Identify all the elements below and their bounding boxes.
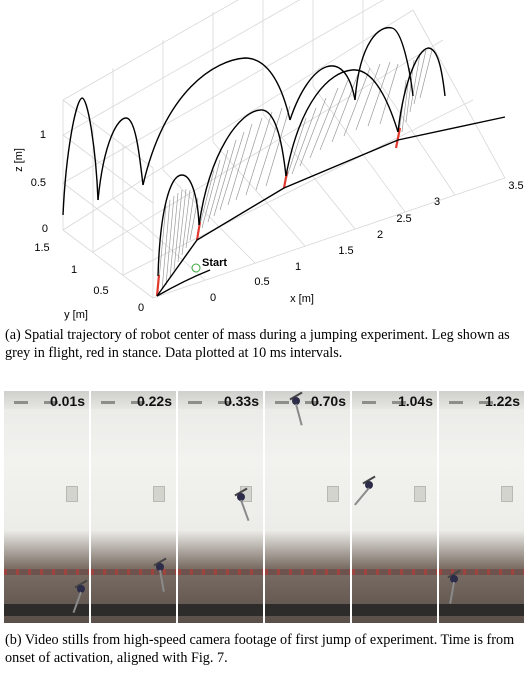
ceiling-fixture [449, 401, 463, 404]
ceiling [178, 391, 263, 409]
landing-plank [178, 604, 263, 616]
ceiling-fixture [479, 401, 493, 404]
x-tick-label: 0 [210, 292, 216, 304]
x-tick-label: 3.5 [508, 180, 523, 192]
video-frame: 1.04s [352, 391, 437, 623]
caption-b: (b) Video stills from high-speed camera … [5, 632, 515, 666]
caption-a: (a) Spatial trajectory of robot center o… [5, 327, 510, 361]
landing-plank [4, 604, 89, 616]
ceiling-fixture [218, 401, 232, 404]
robot [354, 475, 376, 506]
robot [72, 579, 88, 614]
axis-labels: 0 0.5 1 1.5 2 2.5 3 3.5 0 0.5 1 1.5 0 0.5 1 x [m] y [m] z… [13, 129, 524, 321]
z-axis-label: z [m] [13, 148, 25, 172]
ceiling [439, 391, 524, 409]
x-tick-label: 1.5 [338, 245, 353, 257]
robot-leg [240, 499, 250, 522]
video-frame: 0.70s [265, 391, 350, 623]
video-stills: 0.01s 0.22s 0.33s 0.70s 1.04s 1.22s [4, 391, 526, 623]
wall-panel [414, 486, 426, 502]
landing-plank [91, 604, 176, 616]
ceiling-fixture [392, 401, 406, 404]
robot-body [292, 397, 300, 405]
video-frame: 0.33s [178, 391, 263, 623]
y-tick-label: 0.5 [93, 285, 108, 297]
robot [153, 557, 167, 592]
landing-plank [352, 604, 437, 616]
y-tick-label: 1 [71, 264, 77, 276]
y-axis-label: y [m] [64, 309, 88, 321]
robot-body [77, 585, 85, 593]
ceiling-fixture [362, 401, 376, 404]
z-tick-label: 1 [40, 129, 46, 141]
x-tick-label: 2 [377, 229, 383, 241]
ceiling [352, 391, 437, 409]
ceiling [91, 391, 176, 409]
ceiling-fixture [305, 401, 319, 404]
x-axis-label: x [m] [290, 293, 314, 305]
x-tick-label: 1 [295, 261, 301, 273]
robot-leg [159, 569, 165, 592]
robot-leg [295, 403, 303, 426]
floor-stripe [91, 569, 176, 575]
robot-leg [354, 487, 370, 506]
z-tick-label: 0.5 [31, 177, 46, 189]
wall-panel [327, 486, 339, 502]
video-frame: 0.22s [91, 391, 176, 623]
trajectory-3d-plot: Start 0 0.5 1 1.5 2 2.5 3 3.5 0 0.5 1 1.5 0 0.5 1 x [m]… [13, 0, 524, 321]
frame-time: 0.33s [223, 393, 259, 409]
video-frame: 1.22s [439, 391, 524, 623]
robot [289, 391, 303, 426]
frame-time: 0.01s [49, 393, 85, 409]
frame-time: 1.22s [484, 393, 520, 409]
axes-box [62, 0, 506, 299]
robot-body [365, 481, 373, 489]
wall-panel [66, 486, 78, 502]
x-tick-label: 2.5 [396, 213, 411, 225]
floor-stripe [265, 569, 350, 575]
y-tick-label: 1.5 [34, 242, 49, 254]
start-annotation: Start [202, 257, 227, 269]
ceiling-fixture [14, 401, 28, 404]
ceiling-fixture [188, 401, 202, 404]
ceiling [265, 391, 350, 409]
frame-time: 1.04s [397, 393, 433, 409]
ceiling-fixture [101, 401, 115, 404]
ceiling-fixture [275, 401, 289, 404]
start-marker [191, 263, 201, 273]
frame-time: 0.22s [136, 393, 172, 409]
floor-stripe [352, 569, 437, 575]
x-tick-label: 3 [434, 196, 440, 208]
robot-body [450, 575, 458, 583]
landing-plank [265, 604, 350, 616]
video-frame: 0.01s [4, 391, 89, 623]
frame-time: 0.70s [310, 393, 346, 409]
robot-leg [449, 581, 455, 604]
ceiling-fixture [44, 401, 58, 404]
ceiling [4, 391, 89, 409]
leg-flight-hatching [157, 49, 433, 291]
robot [447, 569, 461, 604]
z-tick-label: 0 [42, 223, 48, 235]
landing-plank [439, 604, 524, 616]
floor-stripe [439, 569, 524, 575]
robot-body [156, 563, 164, 571]
robot-body [237, 493, 245, 501]
wall-panel [153, 486, 165, 502]
y-tick-label: 0 [138, 302, 144, 314]
floor-stripe [178, 569, 263, 575]
wall-panel [501, 486, 513, 502]
x-tick-label: 0.5 [254, 276, 269, 288]
com-trajectory [62, 26, 506, 297]
ceiling-fixture [131, 401, 145, 404]
robot [234, 487, 250, 522]
floor-stripe [4, 569, 89, 575]
